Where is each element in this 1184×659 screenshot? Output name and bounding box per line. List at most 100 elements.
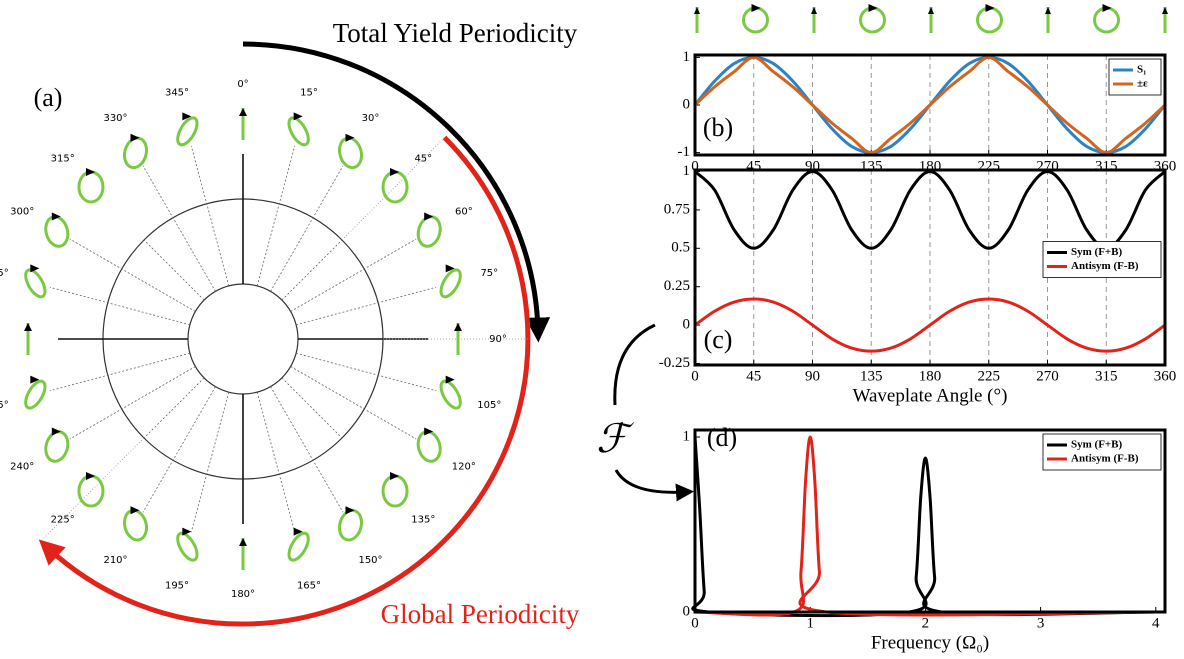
legend-label: S₁ bbox=[1137, 64, 1146, 76]
strip-arrow bbox=[751, 4, 761, 12]
polarization-ellipse bbox=[287, 531, 310, 562]
y-tick-label: 0 bbox=[683, 96, 691, 112]
y-tick-label: 0.25 bbox=[664, 278, 690, 294]
radial-line bbox=[49, 352, 190, 392]
polarization-arrow bbox=[390, 167, 400, 176]
radial-line bbox=[296, 352, 437, 392]
polarization-arrow bbox=[424, 427, 434, 436]
polarization-ellipse bbox=[381, 474, 409, 508]
radial-line bbox=[190, 392, 230, 533]
angle-label: 225° bbox=[51, 514, 75, 525]
y-tick-label: 1 bbox=[683, 163, 691, 179]
polarization-ellipse bbox=[337, 136, 364, 170]
polarization-arrow bbox=[85, 472, 95, 481]
polarization-arrow bbox=[293, 527, 303, 536]
x-tick-label: 45 bbox=[746, 368, 761, 384]
legend-label: Sym (F+B) bbox=[1071, 439, 1123, 451]
guide-line bbox=[341, 137, 445, 241]
polarization-arrow bbox=[293, 112, 303, 121]
polarization-ellipse bbox=[44, 215, 70, 248]
strip-arrow bbox=[985, 4, 995, 12]
polarization-arrow bbox=[130, 506, 140, 515]
polarization-arrow bbox=[390, 472, 400, 481]
x-tick-label: 1 bbox=[806, 615, 814, 631]
black-arrow bbox=[242, 41, 551, 343]
series-line bbox=[694, 435, 1156, 617]
polarization-ellipse bbox=[24, 379, 47, 410]
angle-label: 150° bbox=[358, 555, 382, 566]
polarization-arrow bbox=[30, 264, 40, 273]
polarization-ellipse bbox=[176, 116, 199, 147]
chart: 0 45 90 135 180 225 270 315 360-0.2500.250.50.75… bbox=[659, 163, 1177, 406]
polarization-arrow bbox=[182, 527, 192, 536]
red-arrow bbox=[38, 135, 531, 627]
x-tick-label: 315 bbox=[1095, 368, 1118, 384]
radial-line bbox=[270, 386, 344, 513]
plot-frame bbox=[693, 53, 1167, 157]
radial-line bbox=[296, 286, 437, 326]
x-tick-label: 4 bbox=[1152, 615, 1160, 631]
angle-label: 135° bbox=[411, 514, 435, 525]
polarization-arrow bbox=[24, 323, 32, 331]
polarization-ellipse bbox=[77, 170, 105, 204]
polarization-arrow bbox=[239, 538, 247, 546]
strip-circle bbox=[859, 6, 886, 34]
polarization-ellipse bbox=[176, 531, 199, 562]
polarization-arrow bbox=[454, 323, 462, 331]
polarization-ellipse bbox=[337, 508, 364, 542]
radial-line bbox=[290, 366, 417, 440]
polarization-ellipse bbox=[416, 430, 442, 463]
radial-line bbox=[142, 165, 216, 292]
strip-arrow bbox=[868, 4, 878, 12]
angle-label: 45° bbox=[414, 154, 432, 165]
legend-label: Sym (F+B) bbox=[1071, 246, 1123, 258]
polarization-arrow bbox=[424, 212, 434, 221]
strip-circle bbox=[742, 6, 769, 34]
series-line bbox=[691, 436, 1156, 618]
angle-label: 75° bbox=[480, 268, 498, 279]
angle-label: 180° bbox=[231, 589, 255, 600]
strip-arrow bbox=[1162, 7, 1168, 14]
polarization-ellipse bbox=[439, 268, 462, 299]
radial-line bbox=[290, 238, 417, 312]
polarization-ellipse bbox=[439, 379, 462, 410]
strip-circle bbox=[1093, 6, 1120, 34]
polarization-ellipse bbox=[287, 116, 310, 147]
legend-label: Antisym (F-B) bbox=[1071, 260, 1139, 272]
radial-line bbox=[256, 145, 296, 286]
radial-line bbox=[281, 239, 343, 301]
angle-label: 255° bbox=[0, 400, 9, 411]
plot-frame bbox=[693, 428, 1167, 614]
panel-label: (a) bbox=[34, 83, 63, 112]
radial-line bbox=[69, 238, 196, 312]
legend-box bbox=[1042, 433, 1162, 471]
x-axis-label: Waveplate Angle (°) bbox=[853, 385, 1008, 406]
strip-arrow bbox=[811, 7, 817, 14]
angle-label: 60° bbox=[455, 207, 473, 218]
radial-line bbox=[270, 165, 344, 292]
polarization-arrow bbox=[445, 375, 455, 384]
polarization-arrow bbox=[130, 133, 140, 142]
angle-label: 285° bbox=[0, 268, 9, 279]
legend-box bbox=[1042, 241, 1162, 278]
x-tick-label: 360 bbox=[1154, 368, 1177, 384]
x-tick-label: 0 bbox=[691, 615, 699, 631]
fourier-arrow bbox=[613, 323, 656, 406]
angle-label: 120° bbox=[452, 462, 476, 473]
fourier-arrow bbox=[614, 469, 694, 502]
series-line bbox=[693, 55, 1167, 155]
angle-label: 90° bbox=[489, 334, 507, 345]
polarization-arrow bbox=[51, 427, 61, 436]
angle-label: 210° bbox=[103, 555, 127, 566]
panel-label: (c) bbox=[704, 325, 733, 354]
radial-line bbox=[49, 286, 190, 326]
strip-arrow bbox=[928, 7, 934, 14]
top-arrow-label: Total Yield Periodicity bbox=[333, 18, 578, 48]
polarization-ellipse bbox=[416, 215, 442, 248]
angle-label: 165° bbox=[297, 580, 321, 591]
polarization-ellipse bbox=[24, 268, 47, 299]
guide-line bbox=[41, 437, 145, 541]
x-tick-label: 0 bbox=[691, 368, 699, 384]
